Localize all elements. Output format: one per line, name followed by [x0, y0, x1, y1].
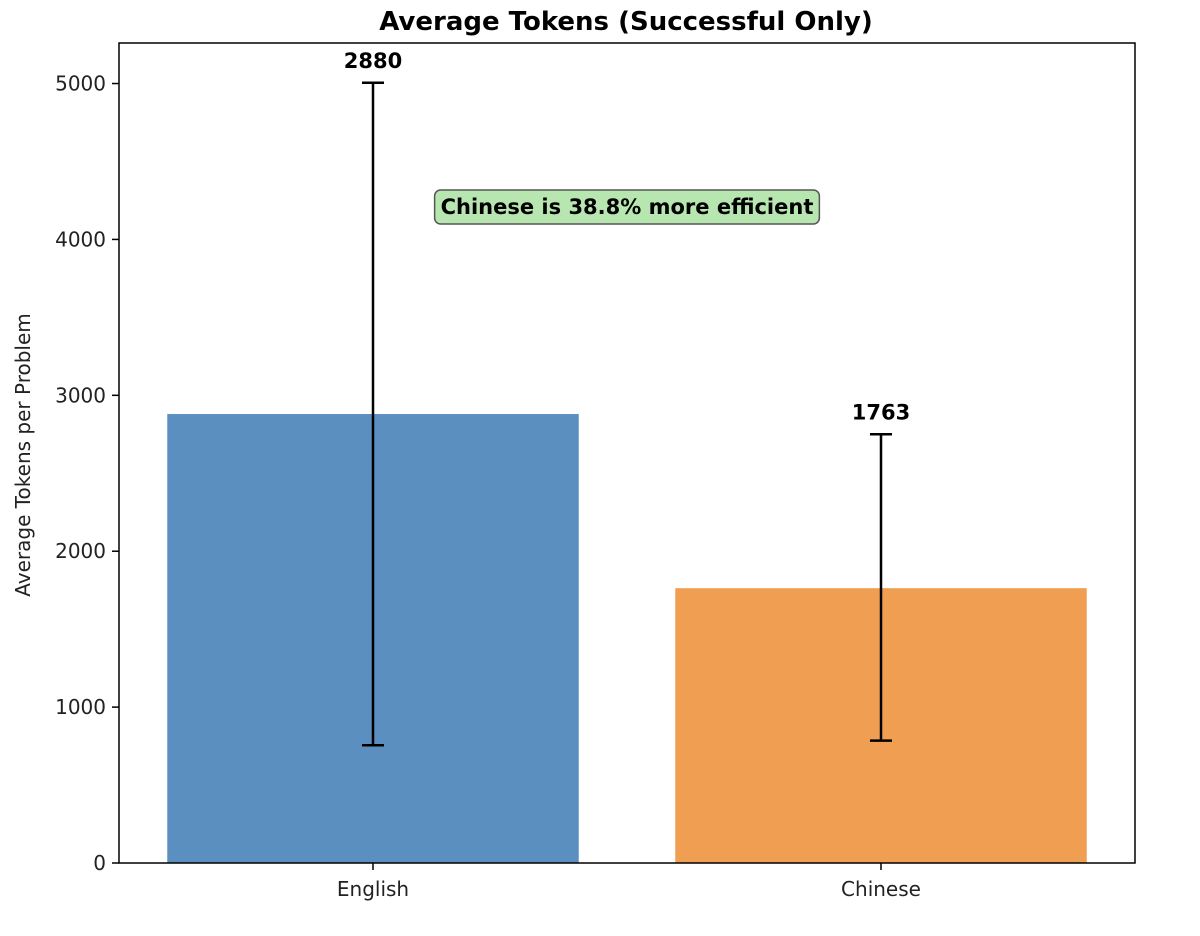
y-axis-label: Average Tokens per Problem	[11, 313, 35, 597]
y-tick-label: 4000	[55, 227, 106, 251]
y-tick-label: 1000	[55, 695, 106, 719]
chart-title: Average Tokens (Successful Only)	[379, 7, 873, 37]
plot-frame	[118, 42, 1136, 864]
y-tick-label: 2000	[55, 539, 106, 563]
value-label-chinese: 1763	[852, 400, 910, 424]
annotation-text: Chinese is 38.8% more efficient	[441, 195, 814, 219]
error-bar-chinese	[870, 433, 892, 742]
x-tick-label: Chinese	[841, 877, 921, 901]
value-label-english: 2880	[344, 49, 402, 73]
y-tick-label: 0	[93, 851, 106, 875]
x-tick-label: English	[337, 877, 409, 901]
y-tick-label: 5000	[55, 72, 106, 96]
annotation-box	[433, 189, 821, 225]
y-tick-label: 3000	[55, 383, 106, 407]
error-bar-english	[362, 81, 384, 747]
efficiency-annotation: Chinese is 38.8% more efficient	[433, 189, 821, 225]
